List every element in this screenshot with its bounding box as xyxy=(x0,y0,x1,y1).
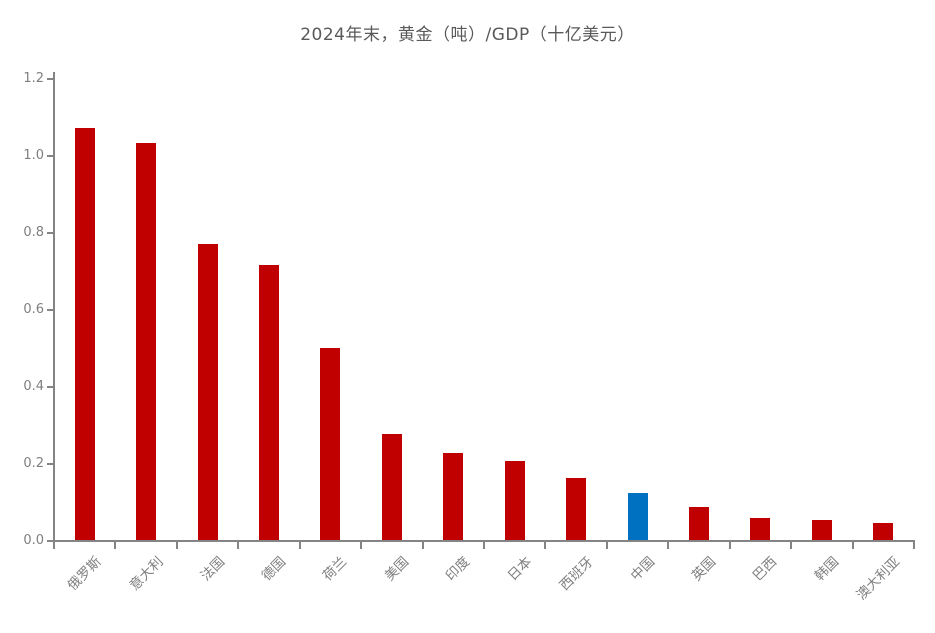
y-tick-label: 1.2 xyxy=(23,71,44,86)
bar xyxy=(320,347,341,540)
bar xyxy=(136,143,157,540)
x-category-label: 韩国 xyxy=(811,553,843,585)
y-tick-label: 0.2 xyxy=(23,456,44,471)
x-tick xyxy=(913,540,915,549)
bar xyxy=(443,453,464,540)
x-category-label: 英国 xyxy=(688,553,720,585)
y-tick xyxy=(47,232,53,234)
chart-title: 2024年末，黄金（吨）/GDP（十亿美元） xyxy=(300,25,635,45)
y-tick xyxy=(47,540,53,542)
bar xyxy=(689,507,709,540)
x-tick xyxy=(667,540,670,549)
x-tick xyxy=(237,540,240,549)
x-category-label: 日本 xyxy=(504,553,535,585)
bar xyxy=(873,523,894,540)
y-axis-line xyxy=(53,72,55,542)
y-tick xyxy=(47,463,53,465)
x-category-label: 美国 xyxy=(381,553,413,585)
bar xyxy=(74,128,95,540)
x-tick xyxy=(544,540,547,549)
y-tick-label: 0.4 xyxy=(23,379,44,394)
bar xyxy=(627,493,648,540)
x-category-label: 西班牙 xyxy=(556,553,597,594)
x-category-label: 意大利 xyxy=(126,553,167,594)
x-tick xyxy=(728,540,731,549)
bar xyxy=(566,478,587,540)
x-tick xyxy=(53,540,55,549)
bar xyxy=(381,434,402,540)
x-tick xyxy=(114,540,117,549)
y-tick xyxy=(47,309,53,311)
y-tick-label: 0.6 xyxy=(23,302,44,317)
x-category-label: 中国 xyxy=(627,553,658,585)
x-category-label: 德国 xyxy=(258,553,290,585)
x-tick xyxy=(421,540,424,549)
x-category-label: 澳大利亚 xyxy=(853,553,904,604)
y-tick-label: 0.8 xyxy=(23,225,44,240)
x-tick xyxy=(605,540,608,549)
x-tick xyxy=(790,540,793,549)
bar xyxy=(197,243,218,540)
x-category-label: 印度 xyxy=(443,553,474,585)
x-tick xyxy=(298,540,301,549)
y-tick xyxy=(47,155,53,157)
x-tick xyxy=(851,540,854,549)
x-category-label: 荷兰 xyxy=(320,553,351,585)
bar xyxy=(259,264,279,540)
x-category-label: 巴西 xyxy=(750,553,781,585)
y-tick xyxy=(47,386,53,388)
bar xyxy=(750,518,771,540)
y-tick-label: 1.0 xyxy=(23,148,44,163)
x-tick xyxy=(483,540,485,549)
x-tick xyxy=(175,540,178,549)
x-category-label: 法国 xyxy=(197,553,228,585)
y-tick xyxy=(47,78,53,80)
bar xyxy=(504,461,525,540)
x-tick xyxy=(360,540,363,549)
y-tick-label: 0.0 xyxy=(23,533,44,548)
x-category-label: 俄罗斯 xyxy=(64,553,105,594)
bar xyxy=(811,519,832,540)
